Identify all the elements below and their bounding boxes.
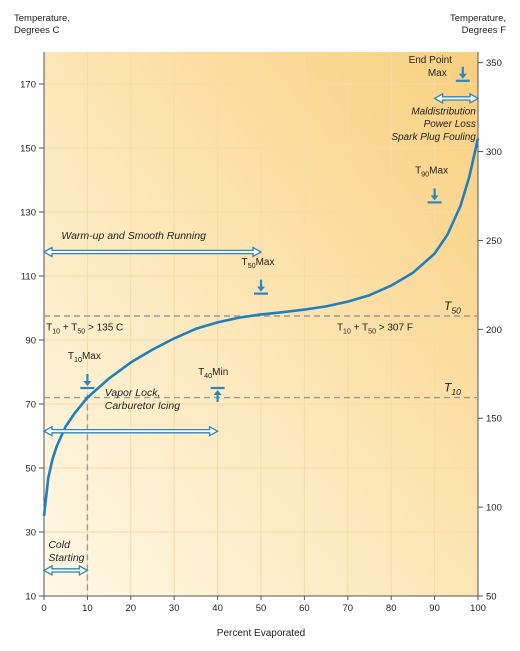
right-axis-title: Temperature, Degrees F: [450, 13, 506, 36]
x-tick-label: 0: [41, 603, 46, 614]
y-tick-label-left: 10: [25, 592, 36, 603]
t10max-marker-head: [83, 381, 92, 386]
t40min-marker: [210, 386, 225, 402]
t90max-marker: [427, 188, 442, 204]
y-tick-label-right: 150: [486, 414, 502, 425]
t90max-label: T90Max: [415, 166, 448, 179]
distillation-curve: [42, 138, 480, 517]
x-axis-title: Percent Evaporated: [217, 628, 305, 639]
endpoint-label-1: End Point: [409, 55, 453, 66]
maldist-label-1: Maldistribution: [411, 106, 476, 117]
t10max-label: T10Max: [68, 351, 101, 364]
x-tick-label: 60: [299, 603, 310, 614]
annotations: Warm-up and Smooth Running Vapor Lock,Car…: [42, 55, 480, 577]
x-tick-label: 50: [256, 603, 267, 614]
cold-starting-arrow-shape: [42, 564, 89, 577]
vapor-lock-label-1: Vapor Lock,: [105, 387, 161, 399]
t50max-marker: [254, 279, 268, 295]
endpoint-marker-head: [458, 73, 467, 79]
t40min-label: T40Min: [198, 367, 228, 380]
f-rule-label: T10 + T50 > 307 F: [337, 322, 413, 335]
curve-layer: [42, 138, 480, 517]
t50max-marker-head: [257, 286, 265, 292]
y-tick-label-right: 100: [486, 503, 502, 514]
y-tick-label-left: 170: [20, 80, 36, 91]
warmup-label: Warm-up and Smooth Running: [61, 230, 206, 242]
reference-label-t10: T10: [444, 381, 461, 398]
maldist-label-2: Power Loss: [424, 119, 476, 130]
x-tick-label: 80: [386, 603, 397, 614]
y-tick-label-right: 50: [486, 592, 497, 603]
x-tick-label: 90: [429, 603, 440, 614]
y-tick-label-right: 250: [486, 236, 502, 247]
y-tick-label-right: 300: [486, 147, 502, 158]
cold-label-2: Starting: [48, 552, 84, 564]
y-tick-label-left: 150: [20, 144, 36, 155]
maldist-label-3: Spark Plug Fouling: [391, 132, 476, 143]
x-tick-label: 30: [169, 603, 180, 614]
endpoint-marker: [455, 66, 470, 82]
x-tick-label: 20: [126, 603, 137, 614]
cold-label-1: Cold: [48, 539, 71, 551]
c-rule-label: T10 + T50 > 135 C: [46, 322, 123, 335]
warmup-arrow: [42, 246, 263, 258]
y-tick-label-left: 130: [20, 208, 36, 219]
y-tick-label-left: 110: [21, 272, 36, 283]
vapor-lock-label-2: Carburetor Icing: [105, 400, 180, 412]
cold-starting-arrow: [42, 564, 89, 577]
t90max-marker-head: [430, 195, 439, 201]
left-axis-title: Temperature, Degrees C: [14, 13, 70, 36]
x-tick-label: 10: [82, 603, 93, 614]
reference-label-t50: T50: [444, 299, 461, 316]
y-tick-label-right: 350: [486, 58, 502, 69]
t40min-marker-head: [213, 390, 222, 395]
x-tick-label: 40: [212, 603, 223, 614]
t10max-marker: [80, 374, 95, 390]
y-tick-label-right: 200: [486, 325, 502, 336]
t50max-label: T50Max: [241, 257, 274, 270]
maldist-arrow-shape: [433, 92, 480, 105]
x-tick-label: 100: [470, 603, 486, 614]
endpoint-label-2: Max: [428, 68, 447, 79]
maldist-arrow: [433, 92, 480, 105]
y-tick-label-left: 70: [25, 400, 36, 411]
y-tick-label-left: 30: [25, 528, 36, 539]
vapor-lock-arrow: [42, 425, 219, 437]
y-tick-label-left: 90: [25, 336, 36, 347]
reference-lines: T50 T10: [44, 299, 478, 596]
warmup-arrow-shape: [42, 246, 263, 258]
vapor-lock-arrow-shape: [42, 425, 219, 437]
x-tick-label: 70: [343, 603, 354, 614]
y-tick-label-left: 50: [25, 464, 36, 475]
